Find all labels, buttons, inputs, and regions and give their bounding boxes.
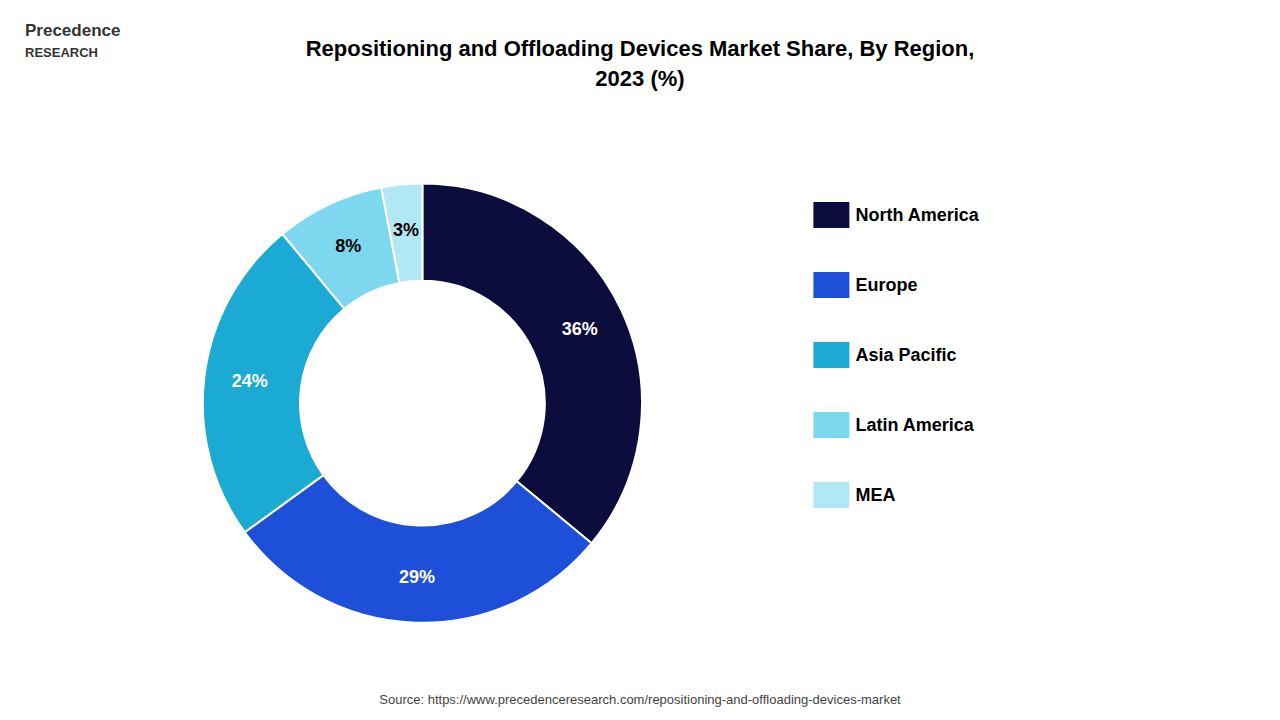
svg-text:24%: 24%	[232, 371, 268, 391]
svg-text:8%: 8%	[335, 236, 361, 256]
svg-text:Precedence: Precedence	[25, 21, 120, 40]
svg-text:Europe: Europe	[855, 275, 917, 295]
svg-text:36%: 36%	[562, 319, 598, 339]
svg-text:North America: North America	[855, 205, 979, 225]
svg-text:Latin America: Latin America	[855, 415, 974, 435]
svg-text:RESEARCH: RESEARCH	[25, 45, 98, 60]
svg-text:Repositioning and Offloading D: Repositioning and Offloading Devices Mar…	[306, 36, 975, 61]
svg-text:Asia Pacific: Asia Pacific	[855, 345, 956, 365]
svg-text:2023 (%): 2023 (%)	[595, 66, 684, 91]
svg-text:3%: 3%	[393, 220, 419, 240]
svg-text:29%: 29%	[399, 567, 435, 587]
svg-text:MEA: MEA	[855, 485, 895, 505]
svg-text:Source: https://www.precedence: Source: https://www.precedenceresearch.c…	[379, 692, 901, 707]
